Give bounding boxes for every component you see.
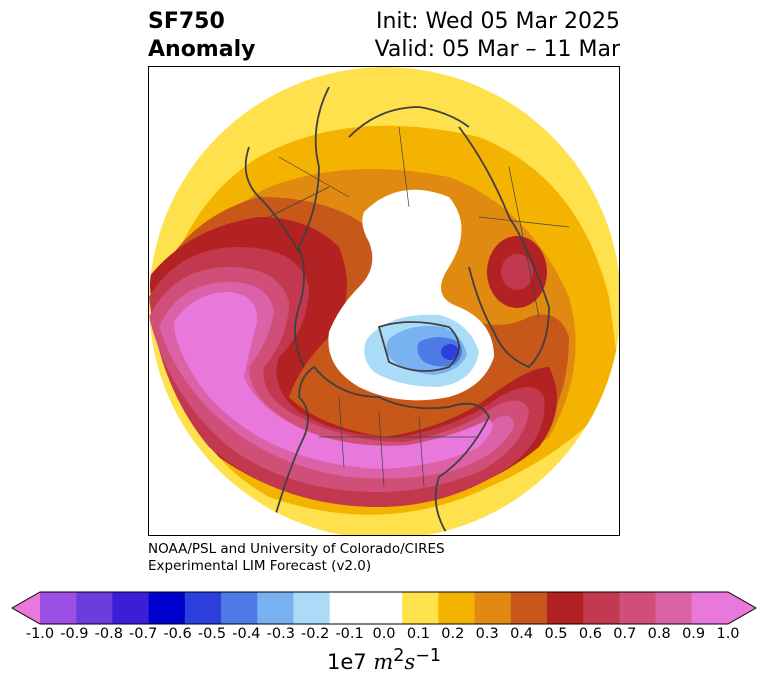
colorbar-tick-label: -0.7: [129, 626, 158, 642]
colorbar-tick-label: 0.4: [510, 626, 534, 642]
init-date: Init: Wed 05 Mar 2025: [375, 9, 620, 34]
colorbar-tick-label: 0.3: [475, 626, 499, 642]
colorbar-swatch: [40, 592, 77, 624]
colorbar-swatch: [148, 592, 186, 624]
colorbar-over-arrow: [728, 592, 756, 624]
credit-line-2: Experimental LIM Forecast (v2.0): [148, 558, 372, 574]
colorbar-tick-label: -0.1: [335, 626, 364, 642]
colorbar-units: 1e7 m2s−1: [0, 646, 768, 674]
shade-pos-0.6-europe: [501, 254, 533, 290]
polar-map: [148, 66, 620, 536]
colorbar-outline: [10, 591, 758, 625]
units-s-exponent: −1: [415, 646, 441, 666]
colorbar-tick-label: 0.9: [682, 626, 706, 642]
shade-neg-0.5: [441, 344, 459, 360]
colorbar-tick-label: -0.6: [163, 626, 192, 642]
colorbar-tick-label: -1.0: [25, 626, 55, 642]
political-borders: [268, 126, 570, 488]
colorbar-swatch: [293, 592, 331, 624]
colorbar-swatch: [474, 592, 512, 624]
colorbar-swatch: [221, 592, 258, 624]
colorbar-tick-label: 0.8: [647, 626, 671, 642]
credit-text: NOAA/PSL and University of Colorado/CIRE…: [148, 541, 445, 575]
credit-line-1: NOAA/PSL and University of Colorado/CIRE…: [148, 541, 445, 557]
colorbar-tick-label: 0.7: [613, 626, 637, 642]
colorbar-swatch: [691, 592, 729, 624]
colorbar-swatch: [329, 592, 367, 624]
shade-pos-1.0: [174, 292, 493, 469]
colorbar-swatch: [510, 592, 548, 624]
colorbar-swatch: [583, 592, 620, 624]
colorbar-swatch: [438, 592, 476, 624]
units-s: s: [404, 650, 416, 674]
colorbar-tick-label: 0.6: [578, 626, 602, 642]
anomaly-map-svg: [149, 67, 619, 535]
colorbar-tick-label: 0.2: [441, 626, 465, 642]
colorbar-tick-label: 1.0: [716, 626, 740, 642]
colorbar: [10, 591, 758, 625]
colorbar-ticks: -1.0 -0.9 -0.8 -0.7 -0.6 -0.5 -0.4 -0.3 -0.2 -0.1…: [0, 626, 768, 644]
colorbar-tick-label: -0.3: [266, 626, 295, 642]
colorbar-tick-label: -0.4: [232, 626, 261, 642]
colorbar-swatch: [619, 592, 657, 624]
units-m-exponent: 2: [393, 646, 405, 666]
colorbar-swatch: [546, 592, 584, 624]
colorbar-swatch: [184, 592, 222, 624]
colorbar-swatch: [76, 592, 113, 624]
colorbar-swatch: [257, 592, 294, 624]
colorbar-swatch: [655, 592, 693, 624]
colorbar-under-arrow: [12, 592, 40, 624]
valid-range: Valid: 05 Mar – 11 Mar: [374, 37, 620, 62]
map-title-right: Init: Wed 05 Mar 2025 Valid: 05 Mar – 11…: [375, 8, 620, 64]
field-kind: Anomaly: [148, 37, 256, 62]
colorbar-tick-label: 0.5: [544, 626, 568, 642]
map-title-left: SF750 Anomaly: [148, 8, 255, 64]
units-prefix: 1e7: [327, 650, 367, 674]
colorbar-tick-label: 0.0: [372, 626, 396, 642]
coastlines: [244, 86, 550, 535]
colorbar-tick-label: -0.5: [197, 626, 227, 642]
colorbar-swatch: [112, 592, 150, 624]
colorbar-swatch: [402, 592, 439, 624]
colorbar-tick-label: -0.9: [60, 626, 89, 642]
colorbar-tick-label: -0.8: [94, 626, 123, 642]
colorbar-swatch: [365, 592, 403, 624]
colorbar-tick-label: 0.1: [406, 626, 430, 642]
colorbar-tick-label: -0.2: [301, 626, 330, 642]
variable-name: SF750: [148, 9, 225, 34]
units-m: m: [373, 650, 394, 674]
